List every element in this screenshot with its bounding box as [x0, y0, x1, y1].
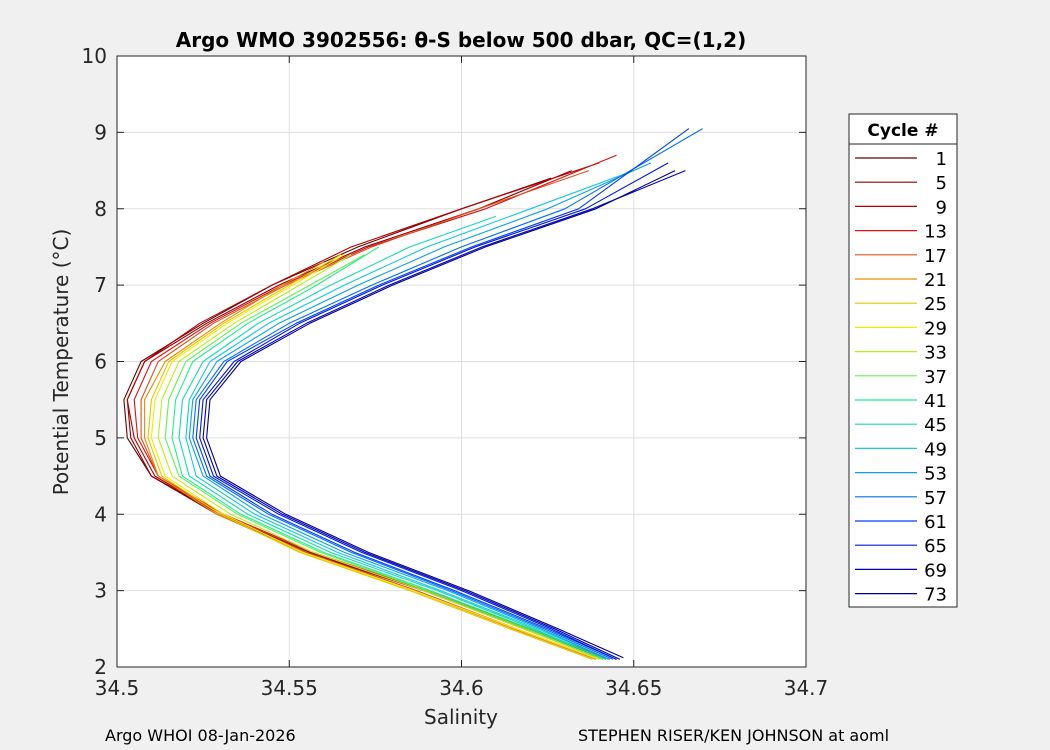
series-line — [157, 254, 603, 660]
series-line — [188, 162, 652, 660]
legend-label: 5 — [936, 173, 947, 194]
series-line — [147, 254, 593, 660]
footer-credit: STEPHEN RISER/KEN JOHNSON at aoml — [578, 726, 890, 745]
legend-label: 49 — [924, 439, 947, 460]
legend-label: 73 — [924, 585, 947, 606]
x-tick-label: 34.55 — [261, 676, 318, 700]
x-axis-label: Salinity — [424, 705, 498, 729]
series-line — [206, 170, 676, 659]
x-tick-label: 34.5 — [95, 676, 140, 700]
series-line — [202, 170, 686, 660]
legend-label: 33 — [924, 343, 947, 364]
legend-label: 57 — [924, 488, 947, 509]
y-tick-label: 8 — [94, 197, 107, 221]
legend-label: 53 — [924, 464, 947, 485]
legend-label: 41 — [924, 391, 947, 412]
legend-label: 9 — [936, 197, 947, 218]
y-tick-label: 7 — [94, 273, 107, 297]
y-tick-label: 2 — [94, 655, 107, 679]
legend-label: 21 — [924, 270, 947, 291]
axis-ticks — [116, 55, 807, 668]
series-line — [195, 128, 690, 660]
axis-tick-labels: 34.5 34.55 34.6 34.65 34.7 2 3 4 5 6 7 8 9 10 — [82, 44, 829, 700]
y-tick-label: 4 — [94, 502, 107, 526]
legend-label: 45 — [924, 415, 947, 436]
legend-label: 65 — [924, 536, 947, 557]
series-line — [192, 128, 703, 660]
y-tick-label: 3 — [94, 579, 107, 603]
legend-box — [848, 113, 958, 608]
y-tick-label: 6 — [94, 350, 107, 374]
series-line — [164, 254, 603, 660]
legend-entries: 1 5 9 13 17 21 25 29 33 37 41 45 49 53 57 61 65 69 73 — [855, 149, 947, 606]
legend-label: 37 — [924, 367, 947, 388]
footer-source: Argo WHOI 08-Jan-2026 — [105, 726, 296, 745]
legend-title: Cycle # — [867, 121, 938, 141]
chart-title: Argo WMO 3902556: θ-S below 500 dbar, QC… — [176, 28, 746, 52]
legend-label: 13 — [924, 222, 947, 243]
legend: Cycle # 1 5 9 13 17 21 25 29 33 37 41 45 49 53 57 61 65 6… — [848, 113, 958, 608]
y-axis-label: Potential Temperature (°C) — [49, 229, 73, 496]
series-line — [185, 170, 634, 660]
y-tick-label: 9 — [94, 120, 107, 144]
x-tick-label: 34.65 — [605, 676, 662, 700]
legend-label: 1 — [936, 149, 947, 170]
y-tick-label: 5 — [94, 426, 107, 450]
legend-label: 69 — [924, 560, 947, 581]
legend-label: 25 — [924, 294, 947, 315]
series-line — [199, 162, 669, 660]
legend-label: 61 — [924, 512, 947, 533]
series-group — [123, 128, 703, 660]
series-line — [150, 254, 600, 660]
x-tick-label: 34.7 — [784, 676, 829, 700]
y-tick-label: 10 — [82, 44, 107, 68]
legend-label: 29 — [924, 318, 947, 339]
series-line — [178, 215, 607, 660]
series-line — [171, 246, 607, 660]
x-tick-label: 34.6 — [439, 676, 484, 700]
legend-label: 17 — [924, 246, 947, 267]
series-line — [140, 170, 600, 660]
